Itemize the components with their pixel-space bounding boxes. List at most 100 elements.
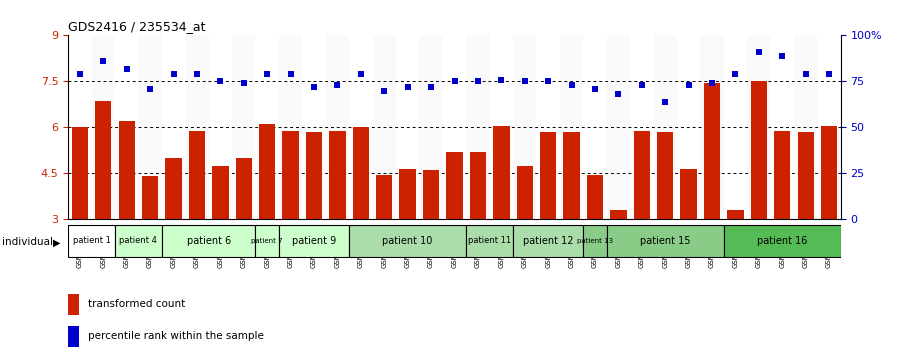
Point xyxy=(775,53,790,58)
Bar xyxy=(162,35,185,219)
Text: patient 9: patient 9 xyxy=(292,236,336,246)
Point xyxy=(447,79,462,84)
Bar xyxy=(92,35,115,219)
Text: ▶: ▶ xyxy=(53,238,60,247)
Bar xyxy=(724,35,747,219)
Point xyxy=(634,82,649,88)
Bar xyxy=(443,35,466,219)
Point xyxy=(166,71,181,77)
Point xyxy=(658,99,673,104)
Bar xyxy=(423,170,439,219)
Text: patient 11: patient 11 xyxy=(468,236,511,245)
Bar xyxy=(560,35,584,219)
Bar xyxy=(373,35,396,219)
Point xyxy=(354,71,368,77)
Text: transformed count: transformed count xyxy=(88,299,185,309)
Bar xyxy=(794,35,817,219)
Bar xyxy=(606,225,724,257)
Bar xyxy=(212,166,228,219)
Bar xyxy=(165,158,182,219)
Point xyxy=(611,91,625,97)
Bar xyxy=(349,225,466,257)
Point xyxy=(471,79,485,84)
Text: patient 12: patient 12 xyxy=(523,236,574,246)
Bar xyxy=(376,175,393,219)
Point xyxy=(236,80,251,86)
Text: patient 15: patient 15 xyxy=(640,236,691,246)
Bar xyxy=(493,126,510,219)
Bar xyxy=(142,176,158,219)
Point xyxy=(377,88,392,93)
Point xyxy=(798,71,813,77)
Point xyxy=(284,71,298,77)
Bar xyxy=(747,35,771,219)
Bar xyxy=(700,35,724,219)
Point xyxy=(424,84,438,90)
Bar xyxy=(399,169,416,219)
Text: patient 13: patient 13 xyxy=(577,238,613,244)
Bar xyxy=(490,35,513,219)
Bar xyxy=(821,126,837,219)
Bar xyxy=(95,101,112,219)
Bar xyxy=(259,124,275,219)
Bar xyxy=(536,35,560,219)
Bar xyxy=(305,132,322,219)
Point xyxy=(682,82,696,88)
Text: percentile rank within the sample: percentile rank within the sample xyxy=(88,331,264,341)
Bar xyxy=(396,35,419,219)
Point xyxy=(517,79,532,84)
Text: GDS2416 / 235534_at: GDS2416 / 235534_at xyxy=(68,20,205,33)
Bar xyxy=(774,131,791,219)
Point xyxy=(728,71,743,77)
Point xyxy=(143,86,157,92)
Bar xyxy=(185,35,209,219)
Bar xyxy=(584,35,606,219)
Bar xyxy=(606,35,630,219)
Point xyxy=(260,71,275,77)
Bar xyxy=(353,127,369,219)
Bar xyxy=(751,81,767,219)
Bar xyxy=(677,35,700,219)
Bar xyxy=(513,225,584,257)
Bar xyxy=(724,225,841,257)
Bar xyxy=(349,35,373,219)
Bar xyxy=(279,35,303,219)
Bar xyxy=(325,35,349,219)
Bar xyxy=(138,35,162,219)
Point xyxy=(704,80,719,86)
Bar xyxy=(634,131,650,219)
Bar xyxy=(657,132,674,219)
Point xyxy=(752,49,766,55)
Bar xyxy=(279,225,349,257)
Point xyxy=(494,77,509,82)
Bar xyxy=(255,35,279,219)
Point xyxy=(190,71,205,77)
Point xyxy=(822,71,836,77)
Point xyxy=(96,58,111,64)
Text: individual: individual xyxy=(2,238,53,247)
Point xyxy=(119,66,134,72)
Bar xyxy=(115,35,138,219)
Bar xyxy=(587,175,604,219)
Bar xyxy=(540,132,556,219)
Bar xyxy=(564,132,580,219)
Point xyxy=(564,82,579,88)
Point xyxy=(330,82,345,88)
Bar xyxy=(446,152,463,219)
Bar xyxy=(115,225,162,257)
Bar xyxy=(584,225,606,257)
Bar xyxy=(72,127,88,219)
Bar xyxy=(704,83,720,219)
Bar xyxy=(610,210,626,219)
Text: patient 4: patient 4 xyxy=(119,236,157,245)
Point xyxy=(213,79,227,84)
Bar xyxy=(68,35,92,219)
Bar xyxy=(516,166,533,219)
Text: patient 7: patient 7 xyxy=(252,238,283,244)
Bar xyxy=(466,35,490,219)
Bar xyxy=(419,35,443,219)
Point xyxy=(400,84,415,90)
Bar xyxy=(513,35,536,219)
Text: patient 16: patient 16 xyxy=(757,236,807,246)
Bar xyxy=(630,35,654,219)
